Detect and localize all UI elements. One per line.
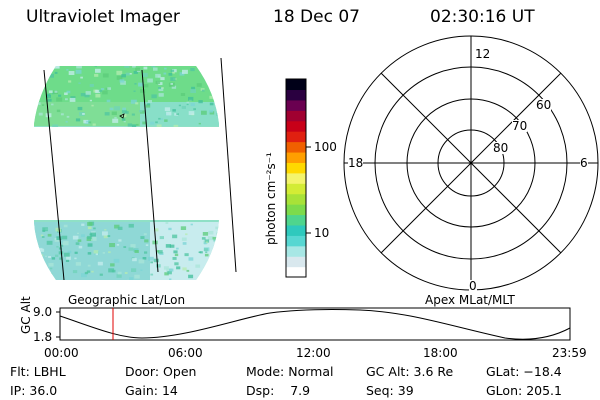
mlt-label-18: 18	[348, 156, 364, 170]
status-glat: GLat: −18.4	[486, 364, 562, 379]
colorbar-segment	[286, 235, 306, 247]
orbit-ytick-9: 9.0	[33, 305, 53, 319]
colorbar-segment	[286, 172, 306, 184]
mlat-label-70: 70	[512, 119, 528, 133]
colorbar-segment	[286, 151, 306, 163]
mlt-label-12: 12	[475, 47, 491, 61]
colorbar-segment	[286, 162, 306, 174]
status-mode: Mode: Normal	[246, 364, 334, 379]
colorbar-segment	[286, 79, 306, 91]
status-seq: Seq: 39	[366, 383, 414, 398]
colorbar-segment	[286, 193, 306, 205]
status-ip: IP: 36.0	[10, 383, 58, 398]
date-label: 18 Dec 07	[273, 7, 360, 27]
colorbar-segment	[286, 224, 306, 236]
status-flt: Flt: LBHL	[10, 364, 66, 379]
orbit-xtick: 23:59	[552, 346, 587, 360]
colorbar-segment	[286, 204, 306, 216]
status-glon: GLon: 205.1	[486, 383, 562, 398]
status-door: Door: Open	[125, 364, 197, 379]
orbit-ylabel: GC Alt	[19, 296, 33, 334]
status-dsp: Dsp: 7.9	[246, 383, 311, 398]
colorbar-segment	[286, 99, 306, 111]
orbit-xtick: 18:00	[423, 346, 458, 360]
colorbar-segment	[286, 131, 306, 143]
meridian-line	[43, 69, 65, 281]
orbit-xtick: 06:00	[168, 346, 203, 360]
colorbar-segment	[286, 89, 306, 101]
map-caption: Geographic Lat/Lon	[68, 293, 186, 307]
colorbar-segment	[286, 256, 306, 268]
mlt-label-6: 6	[580, 156, 588, 170]
mlat-label-60: 60	[536, 98, 552, 112]
colorbar-tick-10: 10	[314, 226, 330, 240]
colorbar-tick-100: 100	[314, 140, 337, 154]
meridian-line	[220, 57, 237, 273]
instrument-title: Ultraviolet Imager	[26, 7, 180, 27]
time-label: 02:30:16 UT	[430, 7, 535, 27]
status-gc-alt: GC Alt: 3.6 Re	[366, 364, 454, 379]
status-gain: Gain: 14	[125, 383, 178, 398]
colorbar-segment	[286, 183, 306, 195]
colorbar-segment	[286, 245, 306, 257]
colorbar-segment	[286, 141, 306, 153]
polar-caption: Apex MLat/MLT	[425, 293, 515, 307]
orbit-xtick: 00:00	[44, 346, 79, 360]
meridian-line	[141, 69, 159, 273]
image-pixels	[34, 66, 219, 280]
colorbar-unit-label: photon cm⁻²s⁻¹	[264, 152, 278, 245]
colorbar-segment	[286, 120, 306, 132]
orbit-xtick: 12:00	[296, 346, 331, 360]
mlt-label-0: 0	[469, 279, 477, 293]
colorbar-segment	[286, 214, 306, 226]
colorbar-segment	[286, 266, 306, 278]
colorbar-segment	[286, 110, 306, 122]
mlat-label-80: 80	[493, 141, 509, 155]
orbit-ytick-1-8: 1.8	[33, 330, 53, 344]
